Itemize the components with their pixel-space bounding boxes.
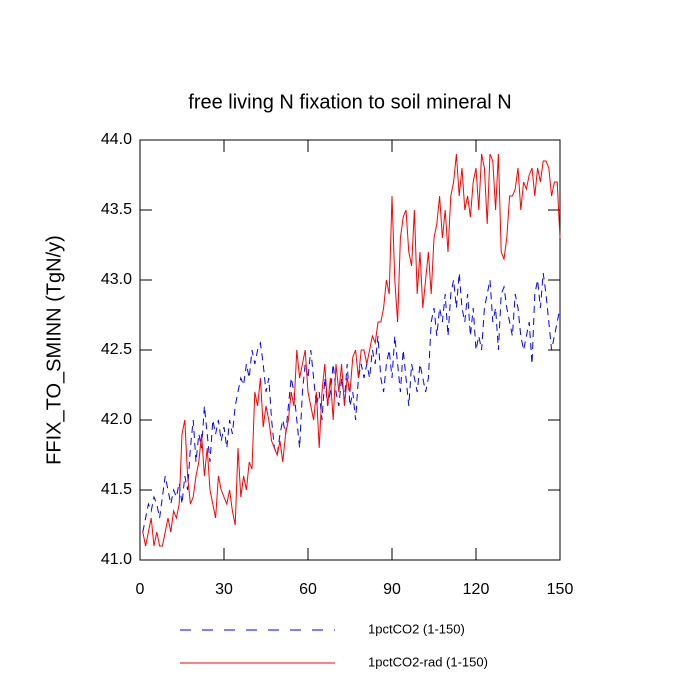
legend-label: 1pctCO2-rad (1-150) [368, 654, 488, 669]
series-line [142, 272, 561, 533]
x-tick-label: 120 [463, 581, 490, 598]
x-tick-label: 150 [547, 581, 574, 598]
series-line [142, 153, 561, 547]
y-tick-label: 43.0 [101, 271, 132, 288]
y-axis-label: FFIX_TO_SMINN (TgN/y) [43, 235, 65, 465]
y-tick-label: 43.5 [101, 201, 132, 218]
chart-title: free living N fixation to soil mineral N [188, 91, 511, 113]
x-tick-label: 30 [215, 581, 233, 598]
plot-frame [139, 139, 561, 561]
x-tick-label: 60 [299, 581, 317, 598]
x-tick-label: 90 [383, 581, 401, 598]
legend-label: 1pctCO2 (1-150) [368, 621, 465, 636]
y-tick-label: 42.0 [101, 411, 132, 428]
x-tick-label: 0 [136, 581, 145, 598]
y-tick-label: 42.5 [101, 341, 132, 358]
y-tick-label: 44.0 [101, 131, 132, 148]
y-tick-label: 41.5 [101, 481, 132, 498]
y-tick-label: 41.0 [101, 551, 132, 568]
